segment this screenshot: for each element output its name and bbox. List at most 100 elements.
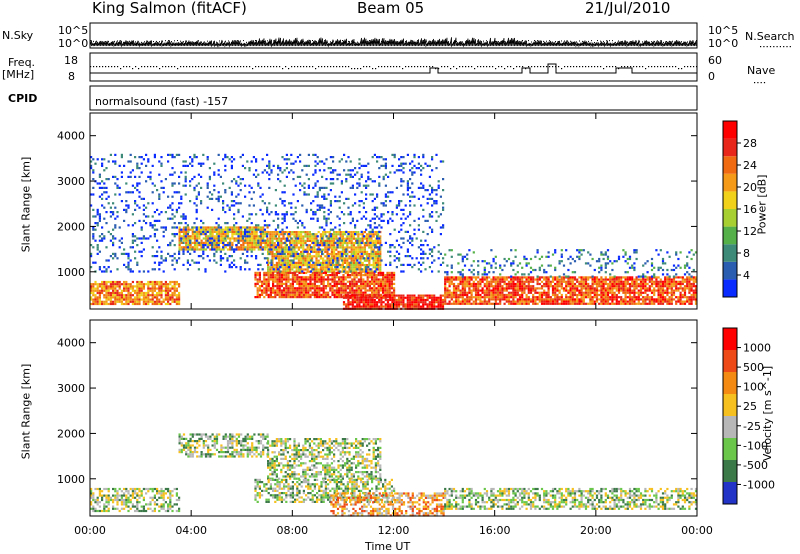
power-panel-cell [375, 303, 379, 306]
power-panel-cell [101, 291, 104, 295]
power-panel-cell [211, 228, 214, 231]
power-panel-cell [384, 285, 387, 288]
power-panel-cell [560, 300, 563, 303]
power-panel-cell [690, 278, 693, 281]
power-panel-cell [273, 255, 276, 258]
power-panel-cell [182, 252, 185, 255]
power-panel-cell [644, 262, 647, 265]
power-panel-cell [532, 298, 535, 301]
power-panel-cell [364, 301, 368, 304]
power-panel-cell [131, 184, 134, 187]
power-panel-cell [472, 287, 475, 290]
power-panel-cell [256, 296, 259, 299]
power-panel-cell [147, 160, 150, 163]
power-panel-cell [246, 239, 249, 242]
power-panel-cell [688, 291, 691, 294]
power-panel-cell [131, 302, 134, 306]
nsearch-dot [144, 41, 145, 43]
power-panel-cell [527, 291, 530, 294]
power-panel-cell [308, 233, 311, 236]
power-panel-cell [280, 282, 283, 285]
power-panel-cell [200, 219, 203, 222]
power-panel-cell [472, 251, 475, 254]
power-panel-cell [109, 285, 112, 288]
power-panel-cell [153, 224, 156, 227]
power-panel-cell [348, 255, 351, 258]
power-panel-cell [514, 291, 517, 294]
power-panel-cell [448, 276, 451, 279]
power-panel-cell [373, 301, 376, 304]
nsearch-dot [642, 41, 643, 43]
power-panel-cell [123, 294, 126, 297]
power-panel-cell [580, 293, 583, 297]
power-panel-cell [384, 296, 387, 299]
power-panel-cell [233, 239, 236, 242]
power-panel-cell [302, 264, 305, 267]
power-panel-cell [551, 289, 555, 292]
power-panel-cell [331, 280, 334, 283]
power-panel-cell [350, 264, 353, 267]
power-panel-cell [642, 298, 645, 301]
power-panel-cell [215, 226, 219, 229]
power-panel-cell [659, 282, 662, 286]
power-panel-cell [468, 289, 471, 292]
power-panel-cell [479, 302, 482, 305]
power-panel-cell [347, 303, 350, 306]
power-panel-cell [567, 296, 570, 299]
power-panel-cell [609, 291, 612, 294]
power-panel-cell [98, 182, 101, 185]
nsearch-dot [579, 40, 580, 42]
power-panel-cell [461, 298, 464, 301]
power-panel-cell [320, 282, 323, 285]
power-panel-cell [291, 242, 294, 245]
power-panel-cell [352, 250, 355, 253]
power-panel-cell [101, 302, 104, 306]
power-panel-cell [275, 233, 278, 236]
power-panel-cell [136, 184, 139, 187]
power-panel-cell [426, 298, 429, 302]
freq-dot [534, 66, 536, 68]
freq-dot [294, 66, 296, 68]
power-panel-cell [388, 282, 391, 285]
power-panel-cell [375, 276, 378, 279]
power-panel-cell [578, 251, 581, 254]
power-panel-cell [333, 242, 336, 245]
power-panel-cell [255, 246, 258, 249]
power-panel-cell [362, 296, 365, 299]
freq-dot [252, 68, 254, 70]
freq-dot [567, 66, 569, 68]
nsearch-dot [465, 41, 466, 43]
power-panel-cell [538, 257, 541, 261]
power-panel-cell [379, 235, 382, 238]
nsearch-dot [390, 40, 391, 42]
power-panel-cell [694, 293, 698, 297]
power-panel-cell [368, 237, 371, 240]
power-panel-cell [129, 283, 132, 286]
power-panel-cell [169, 255, 172, 258]
power-panel-cell [103, 237, 106, 240]
power-panel-cell [639, 282, 643, 286]
power-panel-cell [175, 191, 178, 194]
power-panel-cell [193, 175, 196, 178]
power-panel-cell [430, 303, 434, 306]
power-panel-cell [481, 291, 484, 294]
power-panel-cell [466, 276, 469, 279]
power-panel-cell [258, 296, 261, 299]
power-panel-cell [308, 239, 311, 242]
power-panel-cell [675, 300, 678, 303]
power-panel-cell [402, 301, 405, 304]
power-panel-cell [101, 233, 104, 236]
power-panel-cell [672, 264, 676, 267]
power-panel-cell [514, 255, 517, 258]
power-panel-cell [446, 291, 449, 294]
power-panel-cell [280, 296, 283, 299]
power-panel-cell [521, 282, 524, 286]
power-panel-cell [344, 261, 347, 264]
power-panel-cell [200, 230, 203, 233]
power-panel-cell [661, 262, 665, 265]
power-panel-cell [494, 255, 497, 258]
power-panel-cell [123, 208, 126, 211]
power-panel-cell [686, 262, 689, 265]
power-panel-cell [319, 268, 322, 271]
power-panel-cell [512, 268, 515, 272]
